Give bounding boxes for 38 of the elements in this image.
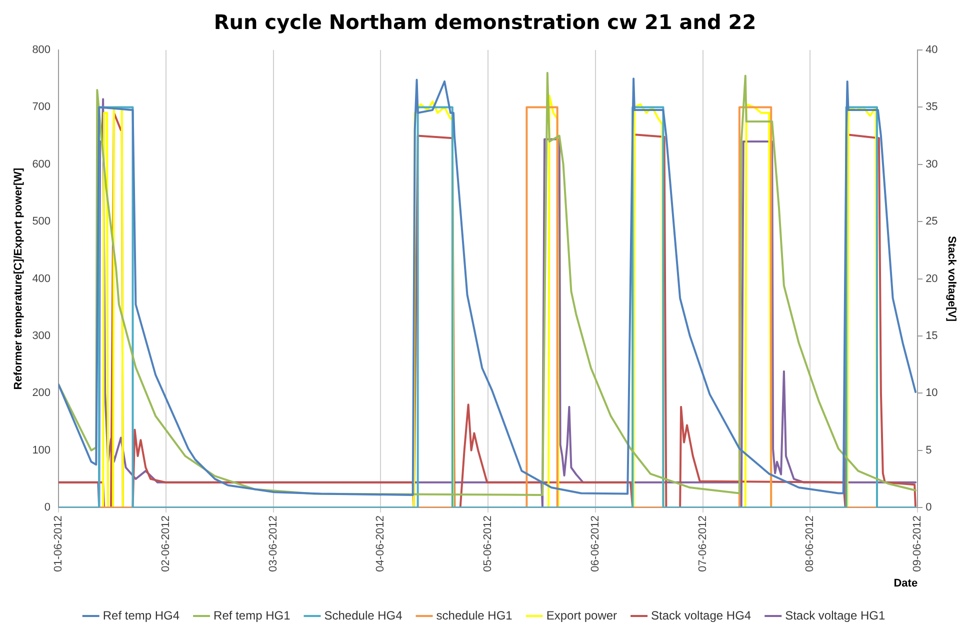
x-tick-label: 07-06-2012	[696, 516, 709, 572]
y2-tick-label: 15	[926, 330, 938, 342]
y-tick-label: 100	[32, 444, 51, 456]
chart-title: Run cycle Northam demonstration cw 21 and 22	[214, 10, 756, 34]
y-tick-label: 700	[32, 101, 51, 114]
y2-tick-label: 35	[926, 101, 938, 114]
y2-axis-title: Stack voltage[V]	[945, 236, 958, 322]
y2-tick-label: 40	[926, 44, 938, 56]
legend-label: schedule HG1	[436, 608, 513, 622]
x-axis-title: Date	[894, 577, 918, 590]
x-tick-label: 09-06-2012	[912, 516, 924, 572]
x-tick-label: 06-06-2012	[589, 516, 602, 572]
x-tick-label: 04-06-2012	[374, 516, 387, 572]
y2-tick-label: 30	[926, 158, 938, 170]
y-tick-label: 300	[32, 330, 51, 342]
y-tick-label: 200	[32, 387, 51, 400]
x-tick-label: 08-06-2012	[804, 516, 816, 572]
y-tick-label: 400	[32, 272, 51, 285]
y-axis-title: Reformer temperature[C]/Export power[W]	[12, 168, 25, 390]
legend-label: Stack voltage HG1	[785, 608, 886, 622]
x-tick-label: 01-06-2012	[52, 516, 65, 572]
y2-tick-label: 0	[926, 502, 932, 514]
y-tick-label: 600	[32, 158, 51, 170]
y2-tick-label: 20	[926, 272, 938, 285]
legend-label: Schedule HG4	[324, 608, 403, 622]
y2-tick-label: 10	[926, 387, 938, 400]
y-tick-label: 500	[32, 216, 51, 228]
x-tick-label: 03-06-2012	[267, 516, 280, 572]
legend-label: Ref temp HG1	[214, 608, 291, 622]
x-tick-label: 02-06-2012	[160, 516, 172, 572]
legend-label: Export power	[546, 608, 618, 622]
y2-tick-label: 5	[926, 444, 932, 456]
legend-label: Stack voltage HG4	[651, 608, 752, 622]
y-tick-label: 800	[32, 44, 51, 56]
legend-label: Ref temp HG4	[102, 608, 180, 622]
y-tick-label: 0	[44, 502, 51, 514]
x-tick-label: 05-06-2012	[482, 516, 494, 572]
y2-tick-label: 25	[926, 216, 938, 228]
